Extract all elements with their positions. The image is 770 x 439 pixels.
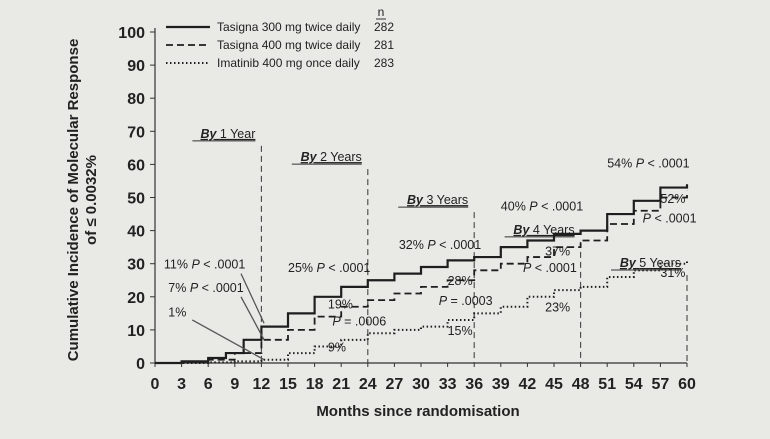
x-tick-label: 57 xyxy=(652,376,670,393)
annotation-label: P = .0003 xyxy=(439,294,493,308)
annotation-label: 32% P < .0001 xyxy=(399,238,481,252)
annotation-label: P < .0001 xyxy=(523,261,577,275)
legend-label: Tasigna 300 mg twice daily xyxy=(217,20,360,34)
y-tick-label: 30 xyxy=(127,257,145,274)
annotation-label: 52% xyxy=(660,192,685,206)
x-tick-label: 45 xyxy=(545,376,563,393)
x-tick-label: 39 xyxy=(492,376,510,393)
x-tick-label: 12 xyxy=(253,376,271,393)
y-tick-label: 60 xyxy=(127,157,145,174)
x-axis-title: Months since randomisation xyxy=(316,403,519,420)
annotation-pointer xyxy=(240,296,265,341)
x-tick-label: 60 xyxy=(678,376,696,393)
legend: n Tasigna 300 mg twice daily 282 Tasigna 40… xyxy=(166,5,394,70)
x-tick-label: 54 xyxy=(625,376,643,393)
x-tick-label: 21 xyxy=(332,376,350,393)
x-tick-label: 0 xyxy=(151,376,160,393)
annotation-pointer xyxy=(240,273,265,324)
y-tick-label: 70 xyxy=(127,124,145,141)
x-tick-label: 24 xyxy=(359,376,377,393)
legend-n-value: 282 xyxy=(374,20,394,34)
annotation-label: 31% xyxy=(660,266,685,280)
annotation-label: 23% xyxy=(545,301,570,315)
series-line xyxy=(155,260,688,364)
x-tick-label: 42 xyxy=(519,376,537,393)
annotation-label: 25% P < .0001 xyxy=(288,261,370,275)
annotation-label: P = .0006 xyxy=(332,315,386,329)
annotation-label: 7% P < .0001 xyxy=(168,281,243,295)
legend-n-value: 281 xyxy=(374,38,394,52)
annotation-label: 11% P < .0001 xyxy=(164,258,245,272)
x-tick-label: 33 xyxy=(439,376,457,393)
annotation-label: 19% xyxy=(328,297,353,311)
milestone-label: By 2 Years xyxy=(301,150,362,164)
annotation-label: 37% xyxy=(545,244,570,258)
y-tick-label: 100 xyxy=(118,25,145,42)
x-tick-label: 48 xyxy=(572,376,590,393)
x-tick-label: 3 xyxy=(177,376,186,393)
x-tick-label: 51 xyxy=(598,376,616,393)
annotation-label: 28% xyxy=(448,274,473,288)
y-tick-label: 50 xyxy=(127,191,145,208)
milestone-label: By 1 Year xyxy=(200,127,255,141)
annotation-label: 15% xyxy=(448,324,473,338)
legend-label: Tasigna 400 mg twice daily xyxy=(217,38,360,52)
x-tick-label: 27 xyxy=(386,376,404,393)
series-lines xyxy=(155,184,689,365)
y-tick-label: 40 xyxy=(127,224,145,241)
legend-n-header: n xyxy=(378,5,385,19)
annotation-label: 9% xyxy=(328,340,346,354)
annotation-label: 1% xyxy=(168,306,186,320)
y-tick-label: 90 xyxy=(127,58,145,75)
y-tick-label: 10 xyxy=(127,323,145,340)
annotation-pointer xyxy=(191,319,265,361)
annotation-label: 40% P < .0001 xyxy=(501,200,583,214)
y-axis-title-line1: Cumulative Incidence of Molecular Respon… xyxy=(65,39,82,362)
annotation-label: P < .0001 xyxy=(643,211,697,225)
x-tick-label: 6 xyxy=(204,376,213,393)
legend-n-value: 283 xyxy=(374,56,394,70)
x-tick-label: 30 xyxy=(412,376,430,393)
annotations: 11% P < .0001 7% P < .0001 1% 25% P < .0001… xyxy=(164,157,697,355)
y-axis-title-line2: of ≤ 0.0032% xyxy=(83,155,100,245)
x-tick-label: 18 xyxy=(306,376,324,393)
y-tick-label: 0 xyxy=(136,356,145,373)
y-tick-label: 80 xyxy=(127,91,145,108)
series-line xyxy=(155,184,689,365)
annotation-pointers xyxy=(191,273,265,361)
milestone-label: By 3 Years xyxy=(407,193,468,207)
annotation-label: 54% P < .0001 xyxy=(607,157,689,171)
legend-label: Imatinib 400 mg once daily xyxy=(217,56,360,70)
x-tick-label: 36 xyxy=(465,376,483,393)
x-tick-label: 9 xyxy=(230,376,239,393)
y-tick-label: 20 xyxy=(127,290,145,307)
x-tick-label: 15 xyxy=(279,376,297,393)
series-line xyxy=(155,190,688,364)
